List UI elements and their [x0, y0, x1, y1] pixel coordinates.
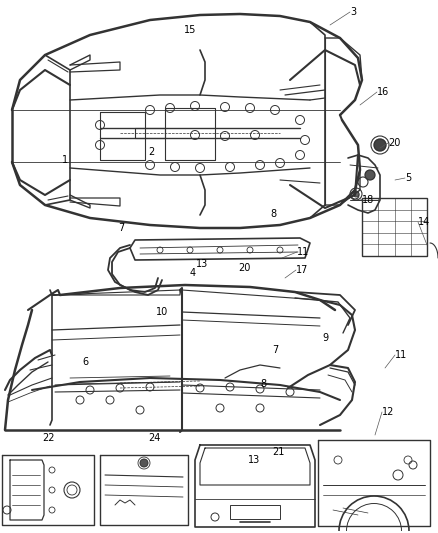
Text: 9: 9	[322, 333, 328, 343]
Text: 7: 7	[272, 345, 278, 355]
Text: 2: 2	[148, 147, 154, 157]
Text: 11: 11	[395, 350, 407, 360]
Circle shape	[353, 191, 359, 197]
Text: 12: 12	[382, 407, 394, 417]
Circle shape	[365, 170, 375, 180]
Bar	[230, 505, 280, 519]
Text: 22: 22	[42, 433, 54, 443]
Text: 14: 14	[418, 217, 430, 227]
Text: 8: 8	[270, 209, 276, 219]
Text: 8: 8	[260, 379, 266, 389]
Circle shape	[140, 459, 148, 467]
Text: 20: 20	[388, 138, 400, 148]
Text: 16: 16	[377, 87, 389, 97]
Text: 3: 3	[350, 7, 356, 17]
Text: 7: 7	[118, 223, 124, 233]
Text: 4: 4	[190, 268, 196, 278]
Text: 20: 20	[238, 263, 251, 273]
Text: 13: 13	[196, 259, 208, 269]
Text: 21: 21	[272, 447, 284, 457]
Bar	[362, 198, 427, 256]
Text: 24: 24	[148, 433, 160, 443]
Text: 11: 11	[297, 247, 309, 257]
Text: 5: 5	[405, 173, 411, 183]
Text: 10: 10	[156, 307, 168, 317]
Text: 13: 13	[248, 455, 260, 465]
Text: 6: 6	[82, 357, 88, 367]
Text: 1: 1	[62, 155, 68, 165]
Text: 18: 18	[362, 195, 374, 205]
Text: 15: 15	[184, 25, 196, 35]
Circle shape	[374, 139, 386, 151]
Text: 17: 17	[296, 265, 308, 275]
